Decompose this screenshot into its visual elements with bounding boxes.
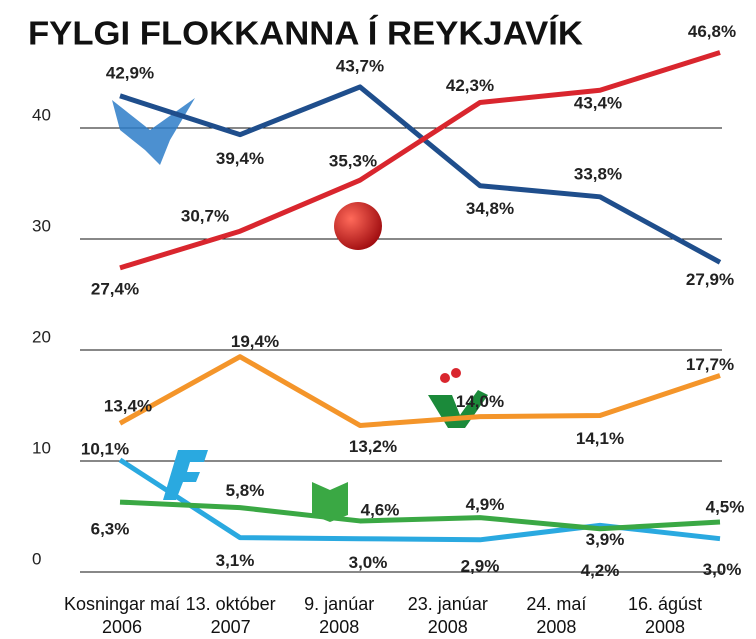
series-line <box>119 50 721 271</box>
party-logo-f <box>163 450 208 500</box>
value-label: 6,3% <box>91 520 130 539</box>
value-label: 19,4% <box>231 332 279 351</box>
chart-title: FYLGI FLOKKANNA Í REYKJAVÍK <box>28 15 583 52</box>
value-label: 14,0% <box>456 392 504 411</box>
value-label: 5,8% <box>226 481 265 500</box>
value-label: 2,9% <box>461 556 500 575</box>
value-label: 3,0% <box>349 553 388 572</box>
series-line <box>119 499 721 532</box>
value-label: 3,9% <box>586 530 625 549</box>
value-label: 4,6% <box>361 500 400 519</box>
x-tick-label: Kosningar maí 2006 <box>64 594 180 637</box>
value-label: 13,4% <box>104 397 152 416</box>
value-label: 14,1% <box>576 429 624 448</box>
value-label: 34,8% <box>466 199 514 218</box>
value-label: 35,3% <box>329 152 377 171</box>
series-line <box>119 84 722 265</box>
value-label: 30,7% <box>181 207 229 226</box>
party-logo-book <box>312 482 348 522</box>
value-label: 10,1% <box>81 439 129 458</box>
value-label: 43,7% <box>336 56 384 75</box>
value-label: 39,4% <box>216 149 264 168</box>
y-tick-label: 40 <box>32 105 51 124</box>
value-label: 27,9% <box>686 270 734 289</box>
value-label: 27,4% <box>91 279 139 298</box>
value-label: 43,4% <box>574 94 622 113</box>
value-label: 4,5% <box>706 498 745 517</box>
value-label: 42,9% <box>106 63 154 82</box>
value-label: 42,3% <box>446 76 494 95</box>
y-tick-label: 0 <box>32 549 41 568</box>
value-label: 3,1% <box>216 551 255 570</box>
y-tick-label: 20 <box>32 327 51 346</box>
value-label: 4,2% <box>581 561 620 580</box>
party-logo-ball <box>334 202 382 250</box>
value-label: 3,0% <box>703 560 742 579</box>
party-logo-flower <box>440 373 450 383</box>
x-tick-label: 16. ágúst 2008 <box>628 594 702 637</box>
value-label: 17,7% <box>686 355 734 374</box>
value-label: 4,9% <box>466 495 505 514</box>
value-label: 33,8% <box>574 164 622 183</box>
x-tick-label: 9. janúar 2008 <box>304 594 374 637</box>
y-tick-label: 10 <box>32 438 51 457</box>
x-tick-label: 13. október 2007 <box>186 594 276 637</box>
value-label: 13,2% <box>349 437 397 456</box>
series-line <box>118 354 721 428</box>
x-tick-label: 24. maí 2008 <box>526 594 586 637</box>
value-label: 46,8% <box>688 22 736 41</box>
y-tick-label: 30 <box>32 216 51 235</box>
party-logo-flower <box>451 368 461 378</box>
x-tick-label: 23. janúar 2008 <box>408 594 488 637</box>
